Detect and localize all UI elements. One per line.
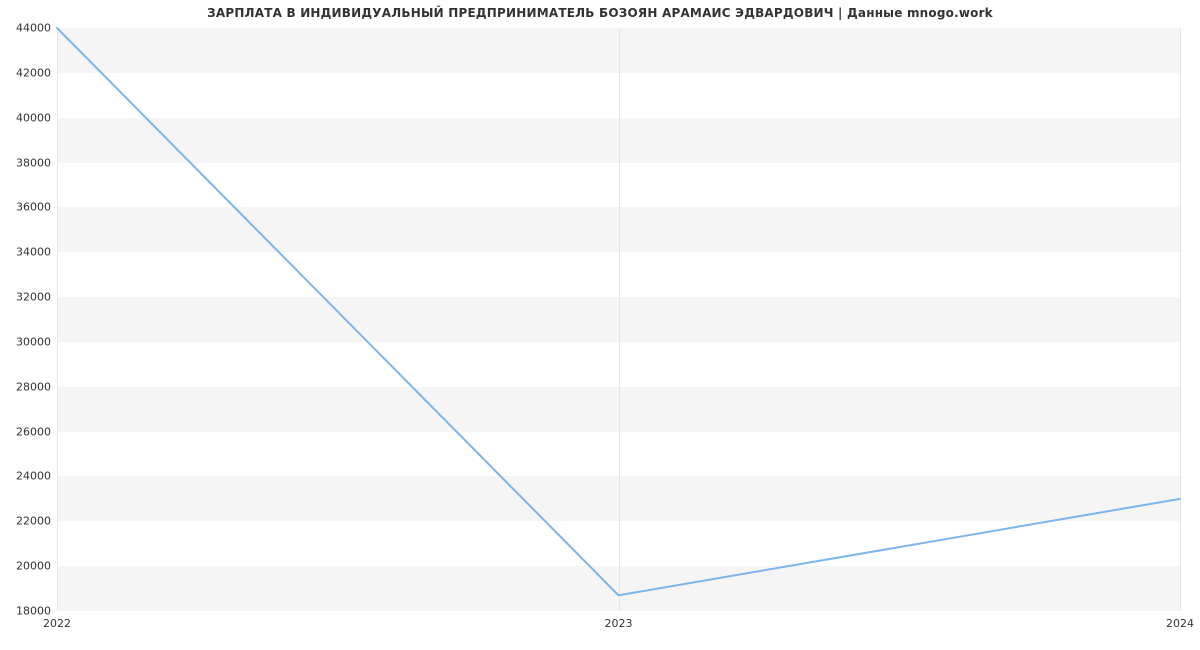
y-axis-label: 40000 — [16, 111, 51, 124]
x-axis-label: 2022 — [43, 617, 71, 630]
salary-chart: ЗАРПЛАТА В ИНДИВИДУАЛЬНЫЙ ПРЕДПРИНИМАТЕЛ… — [0, 0, 1200, 650]
y-axis-label: 42000 — [16, 66, 51, 79]
plot-area: 1800020000220002400026000280003000032000… — [57, 28, 1180, 611]
y-axis-label: 18000 — [16, 605, 51, 618]
x-gridline — [1180, 28, 1181, 611]
y-axis-label: 26000 — [16, 425, 51, 438]
x-axis-label: 2023 — [605, 617, 633, 630]
series-line-salary — [57, 28, 1180, 595]
y-axis-label: 36000 — [16, 201, 51, 214]
y-axis-label: 34000 — [16, 246, 51, 259]
x-axis-label: 2024 — [1166, 617, 1194, 630]
y-axis-label: 44000 — [16, 22, 51, 35]
y-axis-label: 28000 — [16, 380, 51, 393]
y-axis-label: 20000 — [16, 560, 51, 573]
y-axis-label: 22000 — [16, 515, 51, 528]
chart-title: ЗАРПЛАТА В ИНДИВИДУАЛЬНЫЙ ПРЕДПРИНИМАТЕЛ… — [0, 6, 1200, 20]
y-axis-label: 32000 — [16, 291, 51, 304]
y-axis-label: 30000 — [16, 335, 51, 348]
series-layer — [57, 28, 1180, 611]
y-axis-label: 24000 — [16, 470, 51, 483]
y-axis-label: 38000 — [16, 156, 51, 169]
